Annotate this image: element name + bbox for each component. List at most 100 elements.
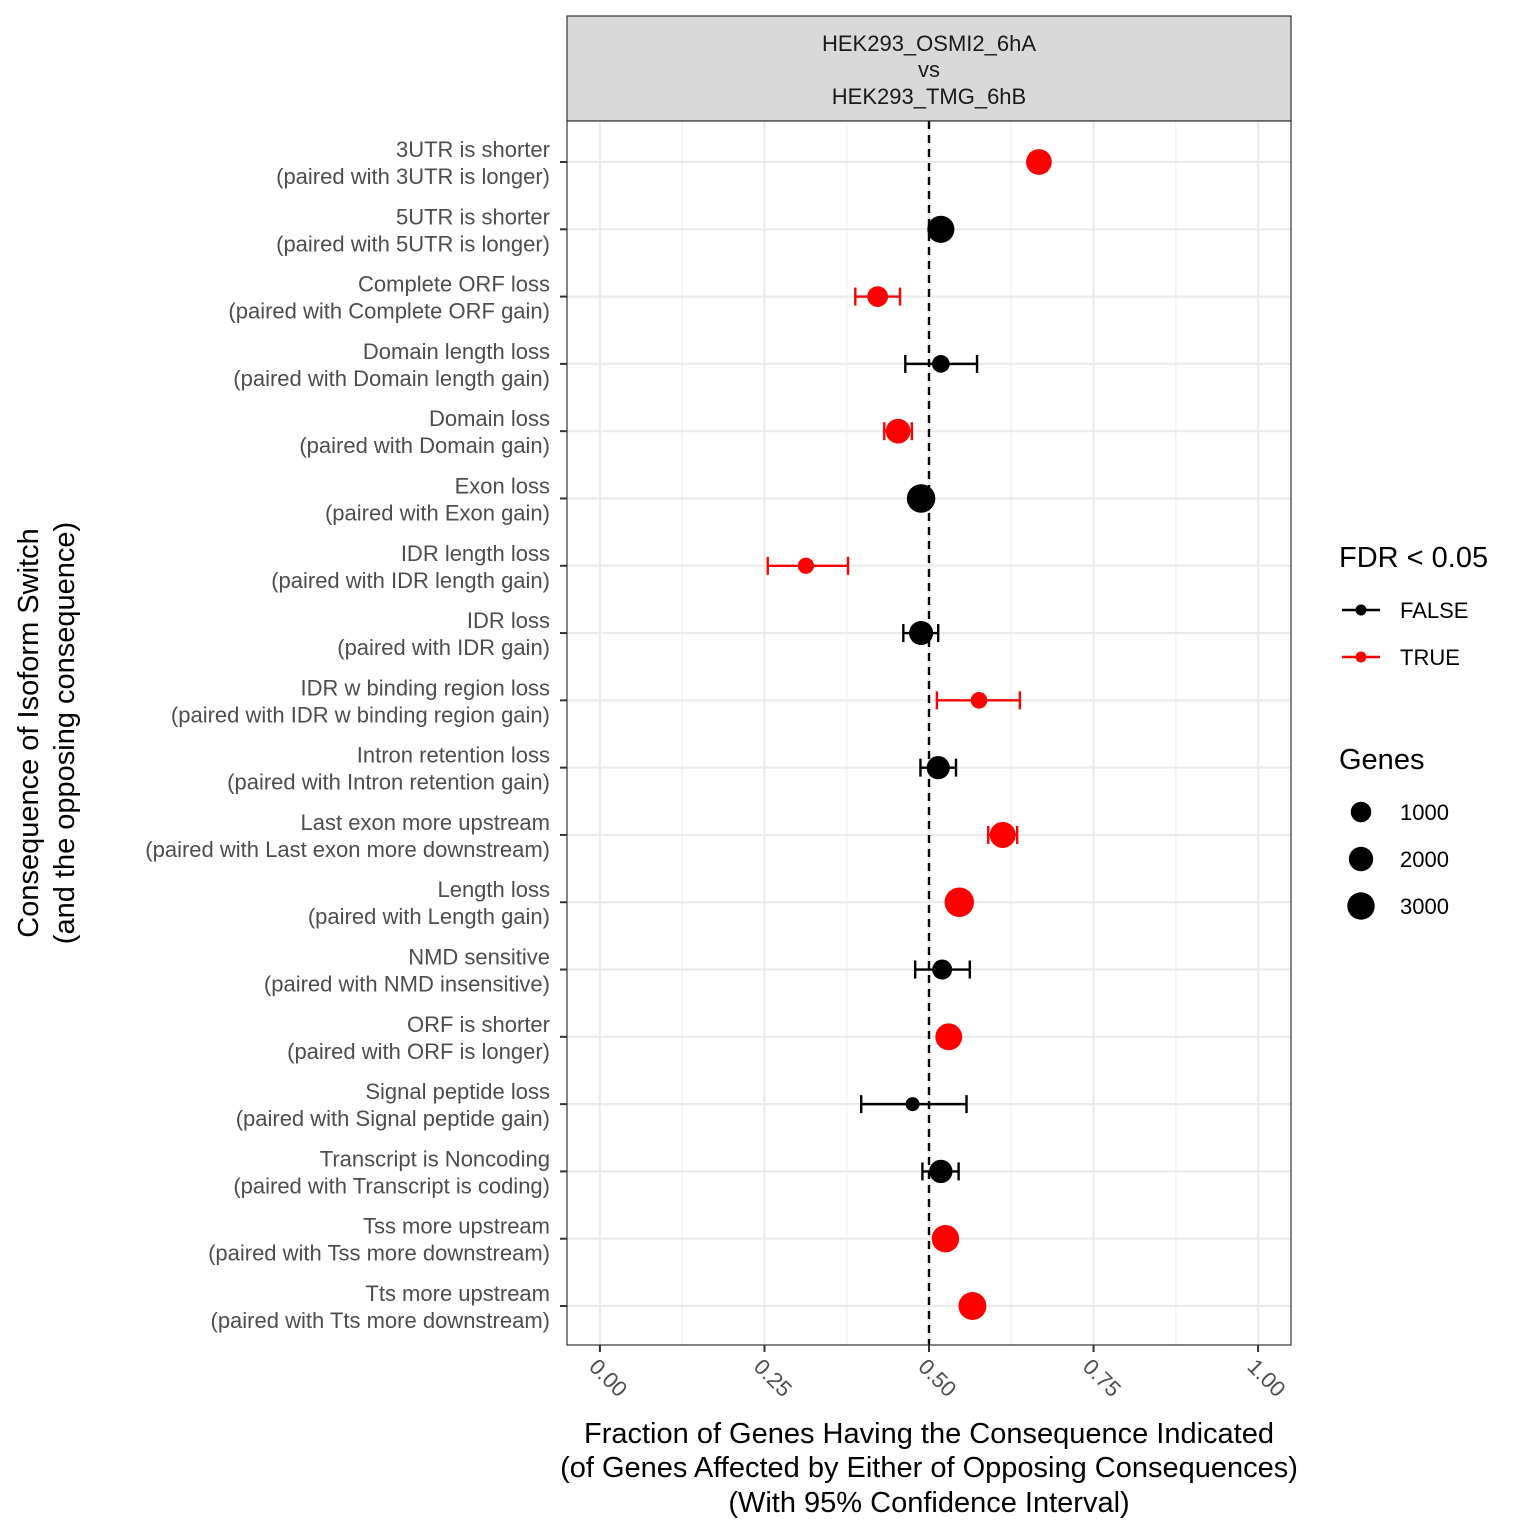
y-tick-label-line2: (paired with Transcript is coding) xyxy=(233,1173,550,1198)
x-tick-label: 0.00 xyxy=(584,1354,632,1402)
y-axis-title-line2: (and the opposing consequence) xyxy=(49,522,81,944)
y-tick-label-line2: (paired with 5UTR is longer) xyxy=(276,231,550,256)
data-point-group xyxy=(958,1292,987,1320)
y-tick-label-line2: (paired with NMD insensitive) xyxy=(264,972,550,997)
y-tick-label-line2: (paired with ORF is longer) xyxy=(287,1039,550,1064)
y-tick-label-line2: (paired with Length gain) xyxy=(308,904,550,929)
data-point xyxy=(989,821,1016,848)
x-axis-title-line3: (With 95% Confidence Interval) xyxy=(728,1487,1129,1519)
data-point-group xyxy=(927,215,955,243)
y-tick-label-line2: (paired with Domain gain) xyxy=(299,433,550,458)
y-tick-label-line2: (paired with Intron retention gain) xyxy=(227,770,550,795)
y-tick-label-line1: Domain loss xyxy=(429,406,550,431)
data-point-group xyxy=(921,1159,960,1184)
data-point xyxy=(867,286,889,307)
legend-color-label: TRUE xyxy=(1400,645,1460,670)
legend-size-items: 1000 2000 3000 xyxy=(1347,800,1449,920)
legend-size-key xyxy=(1348,846,1374,872)
x-axis-title-line2: (of Genes Affected by Either of Opposing… xyxy=(560,1452,1298,1484)
y-axis-title-line1: Consequence of Isoform Switch xyxy=(13,528,45,937)
y-tick-label-line1: Exon loss xyxy=(455,473,550,498)
data-point-group xyxy=(1026,149,1052,175)
data-point xyxy=(944,887,975,917)
y-tick-label-line2: (paired with Signal peptide gain) xyxy=(236,1106,550,1131)
y-tick-label-line2: (paired with IDR gain) xyxy=(337,635,550,660)
legend-size-title: Genes xyxy=(1339,744,1424,776)
facet-title-line2: vs xyxy=(918,57,940,82)
data-point-group xyxy=(987,821,1019,848)
y-tick-label-line1: ORF is shorter xyxy=(407,1012,550,1037)
data-point-group xyxy=(931,1224,960,1253)
data-point xyxy=(797,557,815,574)
data-point xyxy=(970,692,988,709)
x-axis-title-line1: Fraction of Genes Having the Consequence… xyxy=(584,1418,1274,1450)
data-point xyxy=(929,1159,953,1184)
data-point-group xyxy=(935,1023,963,1051)
marks-layer xyxy=(766,149,1052,1320)
y-tick-label-line1: 5UTR is shorter xyxy=(396,204,550,229)
y-tick-label-line1: IDR length loss xyxy=(401,541,550,566)
legend-size-key xyxy=(1350,801,1372,823)
y-tick-label-line1: IDR loss xyxy=(467,608,550,633)
y-tick-label-line2: (paired with Tts more downstream) xyxy=(211,1308,551,1333)
y-tick-label-line2: (paired with Tss more downstream) xyxy=(208,1241,550,1266)
y-tick-label-line2: (paired with IDR w binding region gain) xyxy=(171,702,550,727)
y-axis: 3UTR is shorter(paired with 3UTR is long… xyxy=(145,137,567,1333)
y-tick-label-line1: Last exon more upstream xyxy=(301,810,550,835)
legend-size-item: 1000 xyxy=(1350,800,1449,825)
y-tick-label-line1: Length loss xyxy=(437,877,550,902)
y-tick-label-line2: (paired with Complete ORF gain) xyxy=(228,299,550,324)
data-point-group xyxy=(904,354,979,373)
y-tick-label-line1: NMD sensitive xyxy=(408,945,550,970)
x-tick-label: 0.75 xyxy=(1078,1354,1126,1402)
y-tick-label-line1: Intron retention loss xyxy=(357,743,550,768)
legend-size-item: 3000 xyxy=(1347,892,1449,920)
data-point xyxy=(926,756,950,780)
data-point-group xyxy=(919,756,958,780)
legend-key-point xyxy=(1355,651,1367,663)
x-axis: 0.00 0.25 0.50 0.75 1.00 xyxy=(584,1345,1291,1402)
x-tick-label: 0.25 xyxy=(749,1354,797,1402)
y-tick-label-line1: Tts more upstream xyxy=(365,1281,550,1306)
legend-key-point xyxy=(1355,604,1367,616)
y-tick-label-line1: Tss more upstream xyxy=(363,1214,550,1239)
legend-color-item: FALSE xyxy=(1342,598,1468,623)
data-point xyxy=(885,418,911,444)
y-tick-label-line2: (paired with Domain length gain) xyxy=(233,366,550,391)
y-tick-label-line1: Complete ORF loss xyxy=(358,272,550,297)
facet-strip xyxy=(566,15,1292,122)
facet-title-line3: HEK293_TMG_6hB xyxy=(832,84,1026,109)
data-point xyxy=(909,621,934,646)
legend: FDR < 0.05 FALSE TRUE Genes 1000 2000 3000 xyxy=(1339,542,1488,920)
data-point xyxy=(932,959,953,980)
y-tick-label-line2: (paired with Last exon more downstream) xyxy=(145,837,550,862)
x-tick-label: 1.00 xyxy=(1243,1354,1291,1402)
data-point-group xyxy=(902,621,940,646)
legend-color-label: FALSE xyxy=(1400,598,1468,623)
data-point xyxy=(1026,149,1052,175)
data-point xyxy=(905,1097,920,1112)
data-point xyxy=(906,484,936,513)
y-tick-label-line1: IDR w binding region loss xyxy=(301,675,550,700)
data-point-group xyxy=(935,691,1022,710)
legend-size-label: 2000 xyxy=(1400,847,1449,872)
legend-color-title: FDR < 0.05 xyxy=(1339,542,1488,574)
data-point-group xyxy=(944,887,975,917)
data-point xyxy=(931,355,950,373)
x-tick-label: 0.50 xyxy=(913,1354,961,1402)
data-point xyxy=(935,1023,963,1051)
data-point-group xyxy=(854,286,902,307)
y-tick-label-line1: 3UTR is shorter xyxy=(396,137,550,162)
legend-size-label: 3000 xyxy=(1400,894,1449,919)
data-point xyxy=(958,1292,987,1320)
y-tick-label-line2: (paired with IDR length gain) xyxy=(271,568,550,593)
data-point-group xyxy=(906,484,936,513)
y-tick-label-line1: Signal peptide loss xyxy=(365,1079,550,1104)
legend-color-items: FALSE TRUE xyxy=(1342,598,1468,670)
y-tick-label-line1: Transcript is Noncoding xyxy=(320,1146,550,1171)
y-tick-label-line2: (paired with 3UTR is longer) xyxy=(276,164,550,189)
data-point xyxy=(931,1224,960,1253)
data-point-group xyxy=(860,1095,968,1114)
data-point-group xyxy=(883,418,914,444)
